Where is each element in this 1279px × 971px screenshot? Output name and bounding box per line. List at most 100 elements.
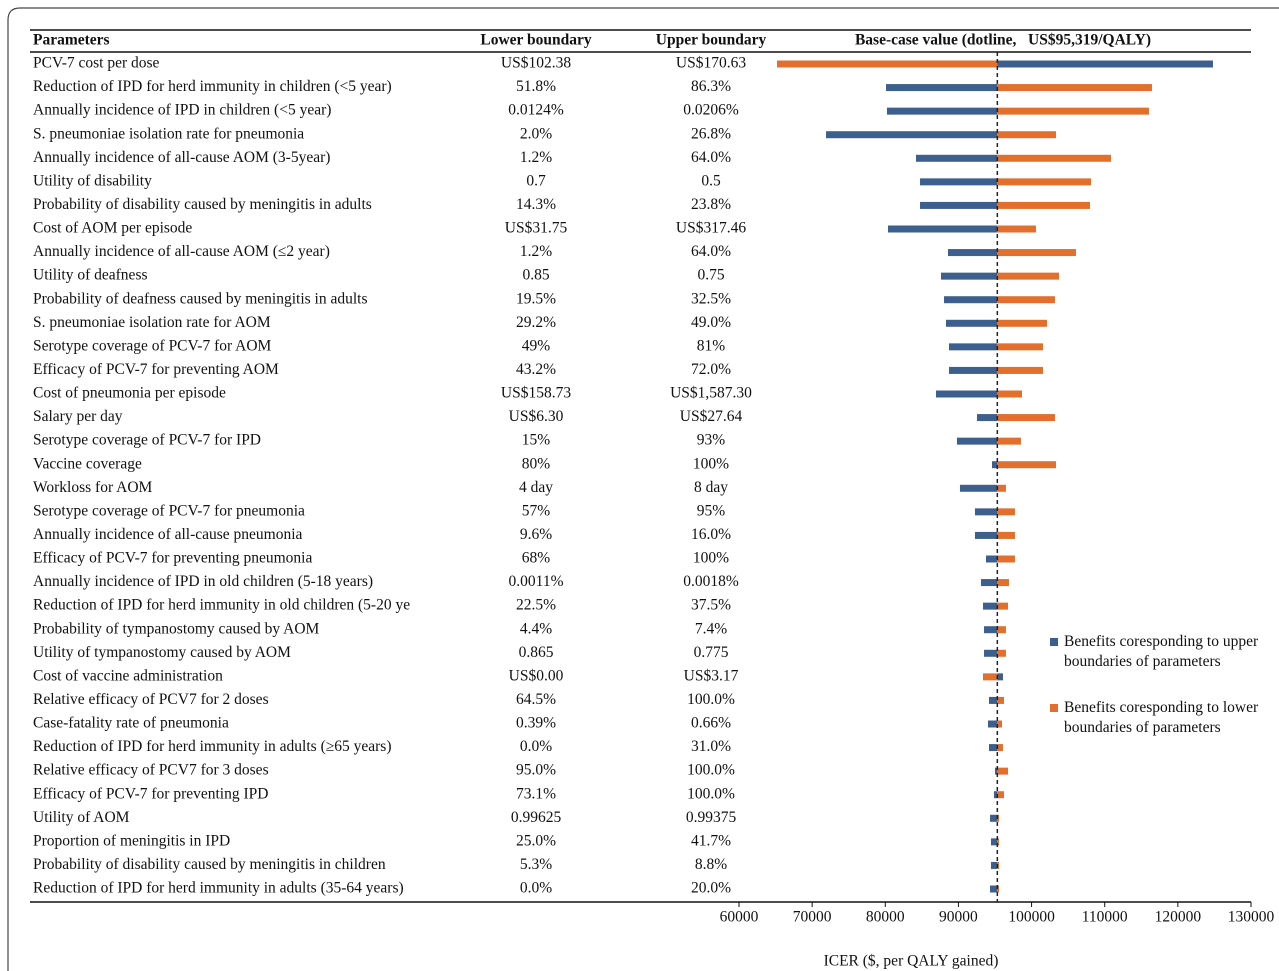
bar xyxy=(997,508,1015,516)
parameter-label: Cost of AOM per episode xyxy=(33,220,192,237)
bar xyxy=(997,272,1059,280)
bar xyxy=(997,767,1009,775)
upper-boundary: 0.0018% xyxy=(683,573,739,590)
bar xyxy=(993,791,998,799)
x-tick-label: 100000 xyxy=(1008,909,1055,926)
bar xyxy=(990,861,998,869)
legend-label: Benefits coresponding to lower boundarie… xyxy=(1064,699,1259,736)
bar xyxy=(995,767,998,775)
upper-boundary: 0.775 xyxy=(694,644,729,661)
parameter-label: Reduction of IPD for herd immunity in ch… xyxy=(33,78,392,95)
bar xyxy=(997,249,1076,257)
lower-boundary: 0.0% xyxy=(520,738,552,755)
lower-boundary: 1.2% xyxy=(520,149,552,166)
parameter-label: Annually incidence of all-cause pneumoni… xyxy=(33,526,303,543)
bar xyxy=(997,814,1000,822)
parameter-label: Annually incidence of all-cause AOM (3-5… xyxy=(33,149,330,166)
lower-boundary: US$158.73 xyxy=(501,385,571,402)
upper-boundary: 8.8% xyxy=(695,856,727,873)
parameter-label: Annually incidence of all-cause AOM (≤2 … xyxy=(33,243,330,260)
parameter-label: Probability of disability caused by meni… xyxy=(33,196,372,213)
parameter-label: Salary per day xyxy=(33,408,123,425)
bar xyxy=(997,131,1057,139)
bar xyxy=(997,838,1000,846)
bar xyxy=(997,107,1149,115)
parameter-label: S. pneumoniae isolation rate for AOM xyxy=(33,314,271,331)
bar xyxy=(974,531,998,539)
parameter-label: Cost of vaccine administration xyxy=(33,667,223,684)
upper-boundary: 100% xyxy=(693,455,729,472)
lower-boundary: 15% xyxy=(522,432,551,449)
upper-boundary: 41.7% xyxy=(691,832,731,849)
lower-boundary: US$31.75 xyxy=(505,220,568,237)
parameter-label: S. pneumoniae isolation rate for pneumon… xyxy=(33,125,304,142)
upper-boundary: 93% xyxy=(697,432,726,449)
upper-boundary: 32.5% xyxy=(691,290,731,307)
upper-boundary: 72.0% xyxy=(691,361,731,378)
bar xyxy=(826,131,998,139)
upper-boundary: 0.5 xyxy=(701,172,721,189)
bar xyxy=(944,296,998,304)
parameter-label: PCV-7 cost per dose xyxy=(33,55,160,72)
upper-boundary: 37.5% xyxy=(691,597,731,614)
bar xyxy=(947,249,998,257)
frame xyxy=(7,7,1279,971)
x-axis-title: ICER ($, per QALY gained) xyxy=(824,953,999,970)
bar xyxy=(886,107,998,115)
bar xyxy=(945,319,998,327)
upper-boundary: 81% xyxy=(697,337,726,354)
bar xyxy=(977,414,998,422)
lower-boundary: 0.865 xyxy=(519,644,554,661)
lower-boundary: 49% xyxy=(522,337,551,354)
bar xyxy=(997,60,1213,68)
bar xyxy=(983,673,998,681)
upper-boundary: 0.66% xyxy=(691,715,731,732)
parameter-label: Probability of deafness caused by mening… xyxy=(33,290,367,307)
x-tick-label: 110000 xyxy=(1082,909,1128,926)
lower-boundary: 0.0011% xyxy=(509,573,564,590)
upper-boundary: 64.0% xyxy=(691,243,731,260)
upper-boundary: 64.0% xyxy=(691,149,731,166)
bar xyxy=(997,696,1004,704)
bar xyxy=(997,225,1036,233)
upper-boundary: 0.0206% xyxy=(683,102,739,119)
x-tick-label: 80000 xyxy=(866,909,905,926)
lower-boundary: 0.7 xyxy=(526,172,546,189)
lower-boundary: 29.2% xyxy=(516,314,556,331)
bar xyxy=(997,484,1006,492)
bar xyxy=(997,437,1021,445)
parameter-label: Relative efficacy of PCV7 for 2 doses xyxy=(33,691,269,708)
bar xyxy=(974,508,998,516)
column-header: Parameters xyxy=(33,32,110,49)
bar xyxy=(981,579,998,587)
bar xyxy=(997,861,1000,869)
upper-boundary: 49.0% xyxy=(691,314,731,331)
lower-boundary: 57% xyxy=(522,502,551,519)
x-tick-label: 70000 xyxy=(793,909,832,926)
bar xyxy=(997,296,1055,304)
lower-boundary: 0.39% xyxy=(516,715,556,732)
lower-boundary: 64.5% xyxy=(516,691,556,708)
lower-boundary: US$102.38 xyxy=(501,55,571,72)
parameter-label: Reduction of IPD for herd immunity in ad… xyxy=(33,738,391,755)
bar xyxy=(997,649,1006,657)
lower-boundary: 22.5% xyxy=(516,597,556,614)
x-tick-label: 90000 xyxy=(939,909,978,926)
lower-boundary: US$6.30 xyxy=(509,408,564,425)
parameter-label: Efficacy of PCV-7 for preventing pneumon… xyxy=(33,550,312,567)
upper-boundary: 31.0% xyxy=(691,738,731,755)
parameter-label: Cost of pneumonia per episode xyxy=(33,385,226,402)
lower-boundary: 25.0% xyxy=(516,832,556,849)
x-tick-label: 130000 xyxy=(1228,909,1275,926)
parameter-label: Utility of AOM xyxy=(33,809,130,826)
lower-boundary: 14.3% xyxy=(516,196,556,213)
bar xyxy=(997,201,1091,209)
upper-boundary: 26.8% xyxy=(691,125,731,142)
bar xyxy=(777,60,998,68)
bar xyxy=(997,602,1009,610)
parameter-label: Reduction of IPD for herd immunity in ol… xyxy=(33,597,410,614)
lower-boundary: 80% xyxy=(522,455,551,472)
upper-boundary: US$3.17 xyxy=(684,667,739,684)
column-header: Lower boundary xyxy=(480,32,591,49)
